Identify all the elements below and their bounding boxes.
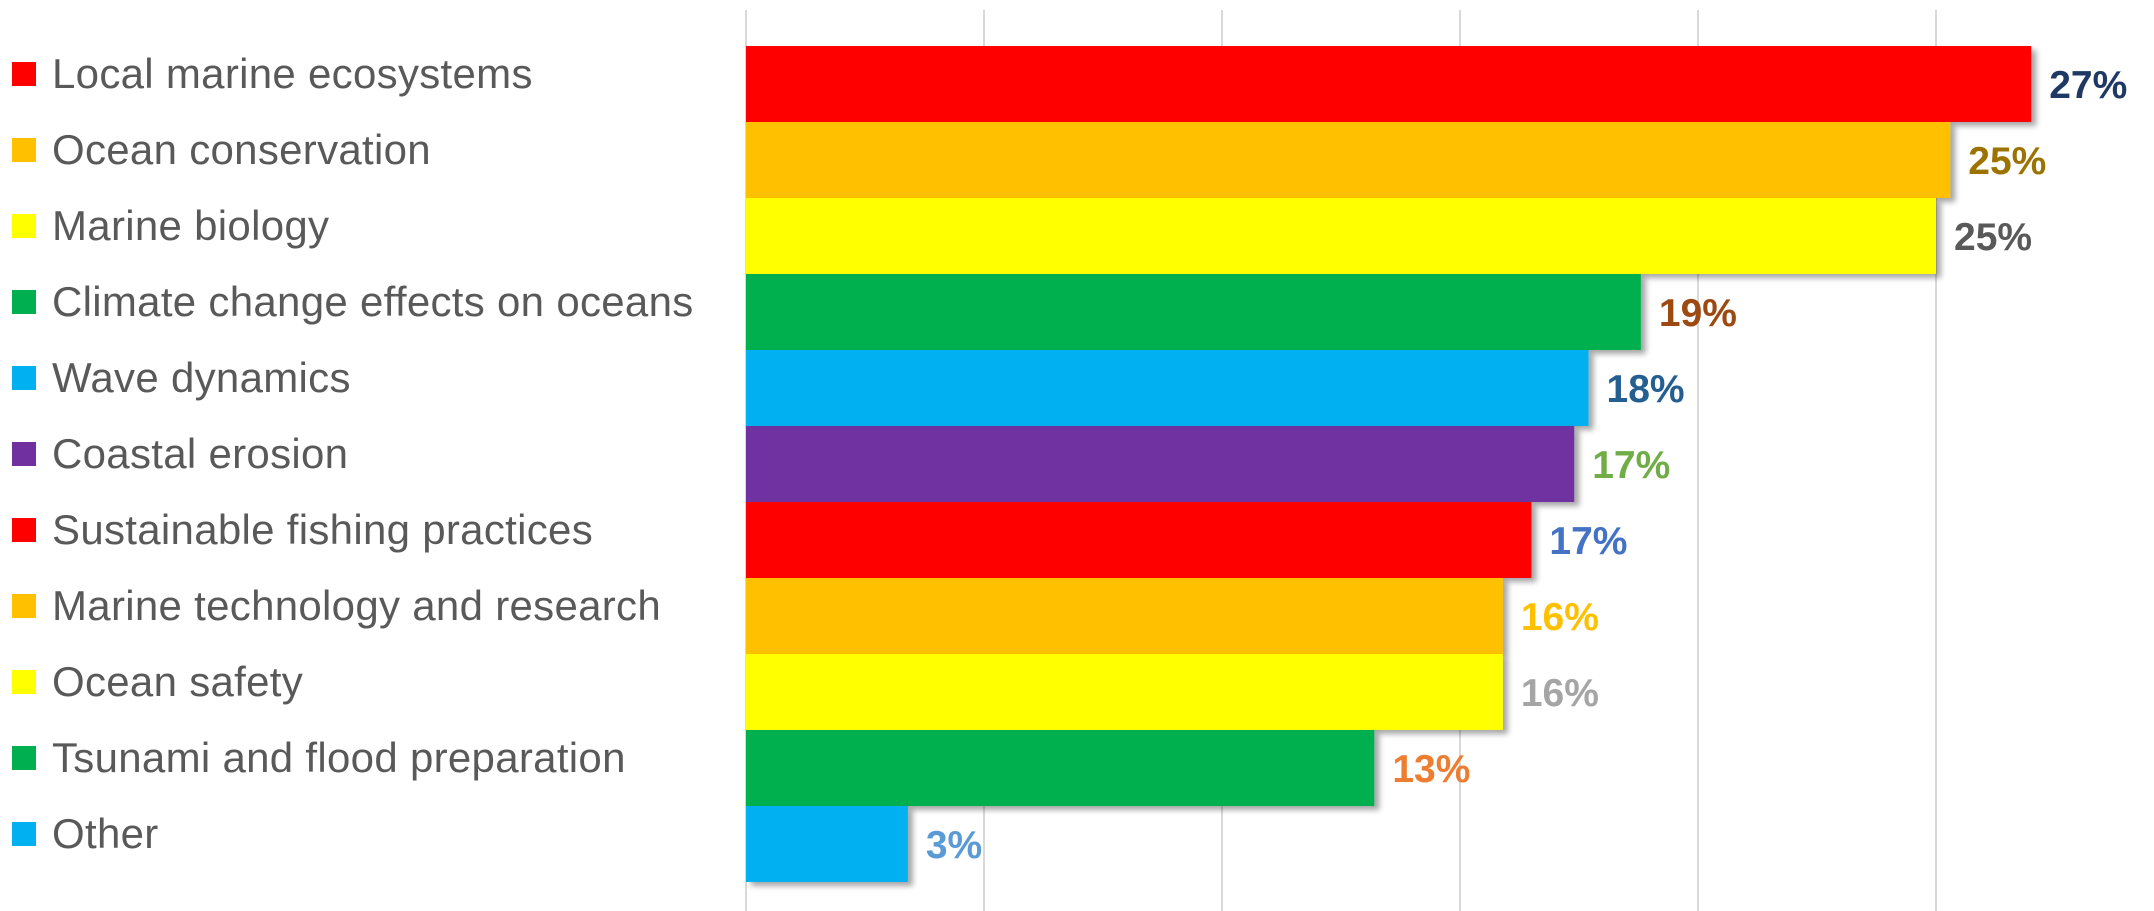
legend-label: Marine biology bbox=[52, 202, 330, 249]
data-label: 25% bbox=[1968, 140, 2046, 183]
data-label: 16% bbox=[1521, 672, 1599, 715]
data-label: 27% bbox=[2049, 64, 2127, 107]
legend-label: Other bbox=[52, 810, 159, 857]
legend-swatch bbox=[12, 746, 36, 770]
bar bbox=[746, 46, 2032, 122]
legend-label: Climate change effects on oceans bbox=[52, 278, 694, 325]
bar bbox=[746, 654, 1503, 730]
legend-swatch bbox=[12, 62, 36, 86]
bar bbox=[746, 350, 1589, 426]
legend-item: Marine biology bbox=[12, 196, 329, 256]
legend-swatch bbox=[12, 594, 36, 618]
legend-item: Climate change effects on oceans bbox=[12, 272, 694, 332]
legend-swatch bbox=[12, 822, 36, 846]
legend-item: Ocean conservation bbox=[12, 120, 431, 180]
bar bbox=[746, 198, 1936, 274]
data-label: 3% bbox=[926, 824, 982, 867]
legend-item: Sustainable fishing practices bbox=[12, 500, 593, 560]
bar bbox=[746, 122, 1951, 198]
legend-swatch bbox=[12, 442, 36, 466]
legend-swatch bbox=[12, 138, 36, 162]
legend-item: Local marine ecosystems bbox=[12, 44, 533, 104]
legend-item: Marine technology and research bbox=[12, 576, 661, 636]
legend-swatch bbox=[12, 518, 36, 542]
data-label: 16% bbox=[1521, 596, 1599, 639]
legend-item: Ocean safety bbox=[12, 652, 303, 712]
legend-item: Coastal erosion bbox=[12, 424, 348, 484]
legend-label: Local marine ecosystems bbox=[52, 50, 533, 97]
bar bbox=[746, 806, 908, 882]
legend-label: Tsunami and flood preparation bbox=[52, 734, 626, 781]
legend-item: Wave dynamics bbox=[12, 348, 351, 408]
bar bbox=[746, 730, 1375, 806]
data-label: 17% bbox=[1549, 520, 1627, 563]
data-label: 19% bbox=[1659, 292, 1737, 335]
bar bbox=[746, 578, 1503, 654]
legend-label: Ocean conservation bbox=[52, 126, 431, 173]
bar bbox=[746, 274, 1641, 350]
legend-swatch bbox=[12, 214, 36, 238]
legend-item: Tsunami and flood preparation bbox=[12, 728, 626, 788]
legend-item: Other bbox=[12, 804, 159, 864]
data-label: 25% bbox=[1954, 216, 2032, 259]
data-label: 13% bbox=[1392, 748, 1470, 791]
legend-label: Wave dynamics bbox=[52, 354, 351, 401]
legend-swatch bbox=[12, 670, 36, 694]
data-label: 17% bbox=[1592, 444, 1670, 487]
legend-label: Marine technology and research bbox=[52, 582, 662, 629]
bar bbox=[746, 502, 1532, 578]
data-label: 18% bbox=[1607, 368, 1685, 411]
legend-label: Ocean safety bbox=[52, 658, 304, 705]
legend-label: Sustainable fishing practices bbox=[52, 506, 594, 553]
legend-label: Coastal erosion bbox=[52, 430, 349, 477]
legend-swatch bbox=[12, 366, 36, 390]
legend-swatch bbox=[12, 290, 36, 314]
bar bbox=[746, 426, 1575, 502]
legend: Local marine ecosystems Ocean conservatio… bbox=[0, 0, 740, 911]
